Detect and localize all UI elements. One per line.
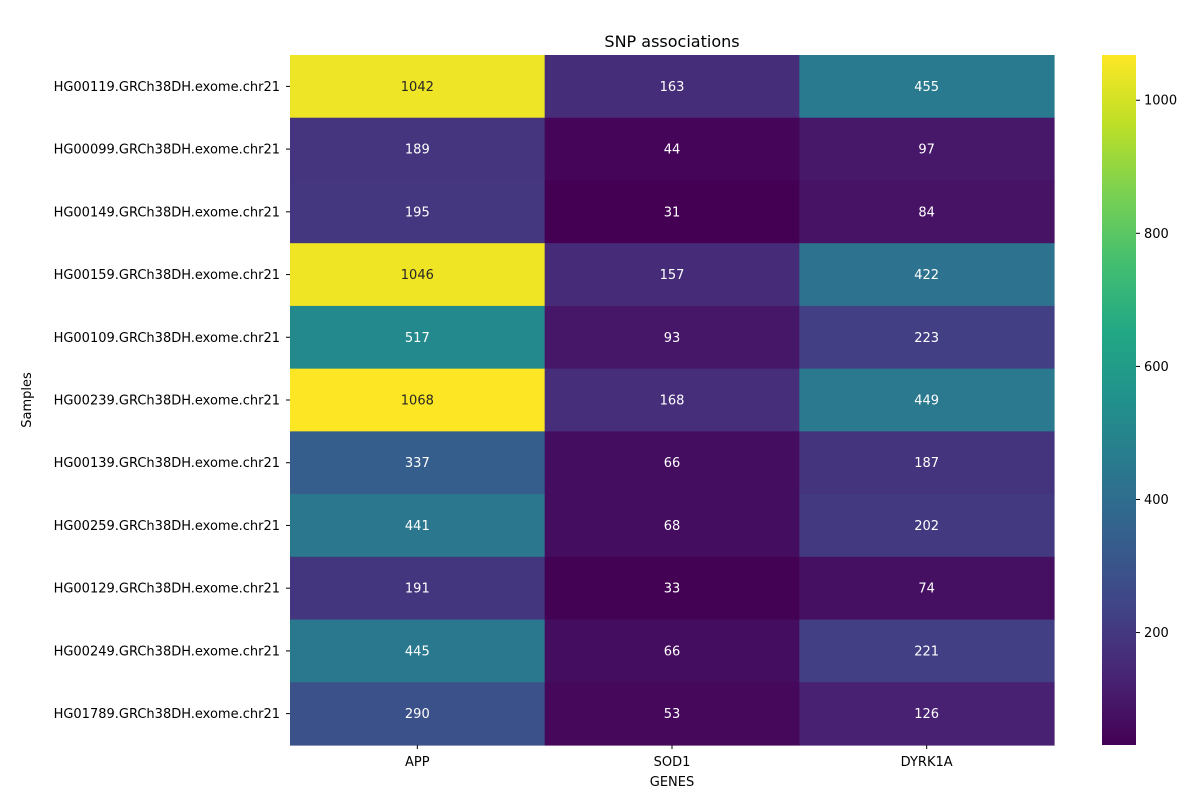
cell-value-label: 189 bbox=[405, 143, 430, 158]
cell-value-label: 195 bbox=[405, 205, 430, 220]
row-label: HG00239.GRCh38DH.exome.chr21 bbox=[54, 394, 280, 409]
cell-value-label: 517 bbox=[405, 331, 430, 346]
cell-value-label: 1042 bbox=[401, 80, 434, 95]
heatmap-cell bbox=[544, 431, 800, 495]
cell-value-label: 290 bbox=[405, 707, 430, 722]
x-axis-label: GENES bbox=[650, 775, 694, 790]
cell-value-label: 202 bbox=[914, 519, 939, 534]
heatmap-cell bbox=[544, 117, 800, 182]
colorbar-gradient bbox=[1102, 55, 1136, 745]
cell-value-label: 221 bbox=[914, 644, 939, 659]
cell-value-label: 337 bbox=[405, 456, 430, 471]
column-label: DYRK1A bbox=[901, 755, 953, 770]
heatmap-cell bbox=[799, 368, 1055, 432]
cell-value-label: 1046 bbox=[401, 268, 434, 283]
cell-value-label: 187 bbox=[914, 456, 939, 471]
heatmap-cell bbox=[544, 55, 800, 119]
cell-value-label: 1068 bbox=[401, 394, 434, 409]
row-label: HG00129.GRCh38DH.exome.chr21 bbox=[54, 582, 280, 597]
cell-value-label: 68 bbox=[664, 519, 681, 534]
cell-value-label: 191 bbox=[405, 582, 430, 597]
heatmap-cell bbox=[544, 682, 800, 746]
y-axis-label: Samples bbox=[20, 372, 35, 428]
row-label: HG00099.GRCh38DH.exome.chr21 bbox=[54, 143, 280, 158]
colorbar-tick-label: 800 bbox=[1144, 227, 1169, 242]
heatmap-cell bbox=[290, 368, 546, 432]
heatmap-cell bbox=[290, 305, 546, 370]
heatmap-cell bbox=[290, 682, 546, 746]
column-labels: APP SOD1 DYRK1A bbox=[405, 745, 953, 770]
cell-value-label: 455 bbox=[914, 80, 939, 95]
cell-value-label: 44 bbox=[664, 143, 681, 158]
cell-value-label: 441 bbox=[405, 519, 430, 534]
cell-value-label: 97 bbox=[918, 143, 935, 158]
cell-value-label: 168 bbox=[660, 394, 685, 409]
row-label: HG01789.GRCh38DH.exome.chr21 bbox=[54, 707, 280, 722]
heatmap-cell bbox=[544, 619, 800, 683]
heatmap-cells: 1042 163 455 189 44 97 195 31 84 1046 157 422 517 93 2… bbox=[290, 55, 1055, 746]
row-label: HG00259.GRCh38DH.exome.chr21 bbox=[54, 519, 280, 534]
heatmap-cell bbox=[799, 494, 1055, 558]
cell-value-label: 223 bbox=[914, 331, 939, 346]
cell-value-label: 74 bbox=[918, 582, 935, 597]
cell-value-label: 126 bbox=[914, 707, 939, 722]
row-label: HG00119.GRCh38DH.exome.chr21 bbox=[54, 80, 280, 95]
cell-value-label: 53 bbox=[664, 707, 681, 722]
colorbar: 200 400 600 800 1000 bbox=[1102, 55, 1177, 745]
row-label: HG00159.GRCh38DH.exome.chr21 bbox=[54, 268, 280, 283]
heatmap-cell bbox=[799, 305, 1055, 370]
heatmap-cell bbox=[290, 55, 546, 119]
cell-value-label: 66 bbox=[664, 644, 681, 659]
heatmap-cell bbox=[290, 243, 546, 307]
heatmap-cell bbox=[544, 180, 800, 244]
heatmap-cell bbox=[290, 494, 546, 558]
colorbar-tick-label: 200 bbox=[1144, 626, 1169, 641]
heatmap-cell bbox=[544, 243, 800, 307]
cell-value-label: 31 bbox=[664, 205, 681, 220]
cell-value-label: 449 bbox=[914, 394, 939, 409]
column-label: APP bbox=[405, 755, 430, 770]
heatmap-cell bbox=[544, 556, 800, 621]
row-label: HG00149.GRCh38DH.exome.chr21 bbox=[54, 205, 280, 220]
heatmap-cell bbox=[544, 305, 800, 370]
heatmap-cell bbox=[799, 431, 1055, 495]
heatmap-cell bbox=[544, 368, 800, 432]
heatmap-cell bbox=[290, 619, 546, 683]
cell-value-label: 422 bbox=[914, 268, 939, 283]
cell-value-label: 157 bbox=[660, 268, 685, 283]
cell-value-label: 93 bbox=[664, 331, 681, 346]
row-label: HG00139.GRCh38DH.exome.chr21 bbox=[54, 456, 280, 471]
colorbar-tick-label: 1000 bbox=[1144, 94, 1177, 109]
cell-value-label: 445 bbox=[405, 644, 430, 659]
row-label: HG00109.GRCh38DH.exome.chr21 bbox=[54, 331, 280, 346]
heatmap-cell bbox=[799, 243, 1055, 307]
cell-value-label: 66 bbox=[664, 456, 681, 471]
heatmap-cell bbox=[799, 556, 1055, 621]
cell-value-label: 33 bbox=[664, 582, 681, 597]
cell-value-label: 84 bbox=[918, 205, 935, 220]
heatmap-cell bbox=[290, 556, 546, 621]
column-label: SOD1 bbox=[654, 755, 691, 770]
heatmap-cell bbox=[799, 55, 1055, 119]
row-labels: HG00119.GRCh38DH.exome.chr21 HG00099.GRCh… bbox=[54, 80, 290, 722]
heatmap-cell bbox=[290, 180, 546, 244]
heatmap-cell bbox=[544, 494, 800, 558]
heatmap-cell bbox=[799, 682, 1055, 746]
colorbar-tick-label: 600 bbox=[1144, 360, 1169, 375]
heatmap-cell bbox=[799, 619, 1055, 683]
row-label: HG00249.GRCh38DH.exome.chr21 bbox=[54, 644, 280, 659]
heatmap-cell bbox=[799, 180, 1055, 244]
heatmap-cell bbox=[290, 431, 546, 495]
heatmap-cell bbox=[290, 117, 546, 182]
colorbar-tick-label: 400 bbox=[1144, 493, 1169, 508]
cell-value-label: 163 bbox=[660, 80, 685, 95]
heatmap-cell bbox=[799, 117, 1055, 182]
chart-title: SNP associations bbox=[604, 32, 739, 51]
